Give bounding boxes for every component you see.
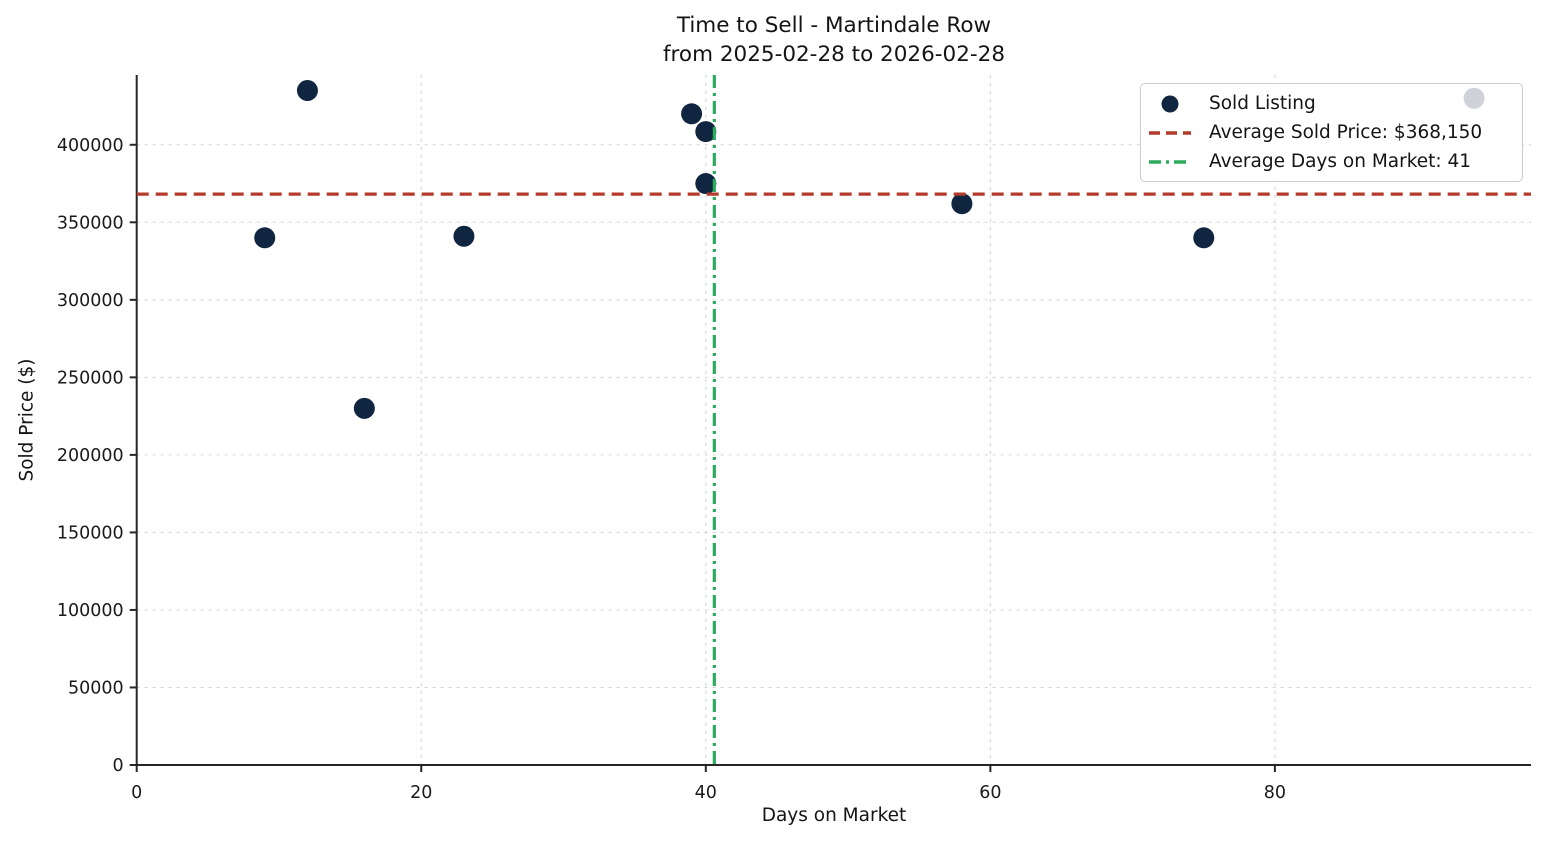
y-tick-label: 300000 [57, 291, 124, 311]
x-tick-label: 40 [695, 783, 717, 803]
scatter-point [695, 121, 717, 143]
y-tick-label: 100000 [57, 601, 124, 621]
chart-title: Time to Sell - Martindale Row [676, 13, 992, 38]
legend-label: Average Sold Price: $368,150 [1209, 122, 1483, 143]
y-tick-label: 50000 [68, 678, 124, 698]
y-tick-label: 400000 [57, 136, 124, 156]
y-tick-label: 250000 [57, 368, 124, 388]
legend-item-avg-sold-price: Average Sold Price: $368,150 [1141, 119, 1522, 147]
legend-label: Sold Listing [1209, 93, 1316, 114]
y-tick-label: 0 [113, 756, 124, 776]
scatter-point [1193, 227, 1215, 249]
sold-listing-dot-icon [1147, 94, 1193, 114]
y-tick-label: 350000 [57, 213, 124, 233]
scatter-point [254, 227, 276, 249]
legend-box: Sold Listing Average Sold Price: $368,15… [1140, 83, 1523, 182]
y-axis-label: Sold Price ($) [16, 358, 38, 482]
scatter-point [453, 225, 475, 247]
x-tick-label: 20 [410, 783, 432, 803]
y-tick-label: 200000 [57, 446, 124, 466]
scatter-point [695, 173, 717, 195]
x-tick-label: 80 [1264, 783, 1286, 803]
scatter-point [353, 397, 375, 419]
x-tick-label: 0 [131, 783, 142, 803]
scatter-point [681, 103, 703, 125]
x-tick-label: 60 [979, 783, 1001, 803]
scatter-point [296, 80, 318, 102]
chart-title-block: Time to Sell - Martindale Row from 2025-… [137, 11, 1531, 69]
dashed-line-icon [1147, 123, 1193, 143]
legend-item-avg-days-on-market: Average Days on Market: 41 [1141, 148, 1522, 176]
x-axis-label: Days on Market [761, 805, 907, 826]
chart-subtitle: from 2025-02-28 to 2026-02-28 [662, 42, 1006, 67]
legend-item-sold-listing: Sold Listing [1141, 90, 1522, 118]
legend-label: Average Days on Market: 41 [1209, 151, 1472, 172]
y-tick-label: 150000 [57, 523, 124, 543]
dashdot-line-icon [1147, 152, 1193, 172]
scatter-point [951, 193, 973, 215]
